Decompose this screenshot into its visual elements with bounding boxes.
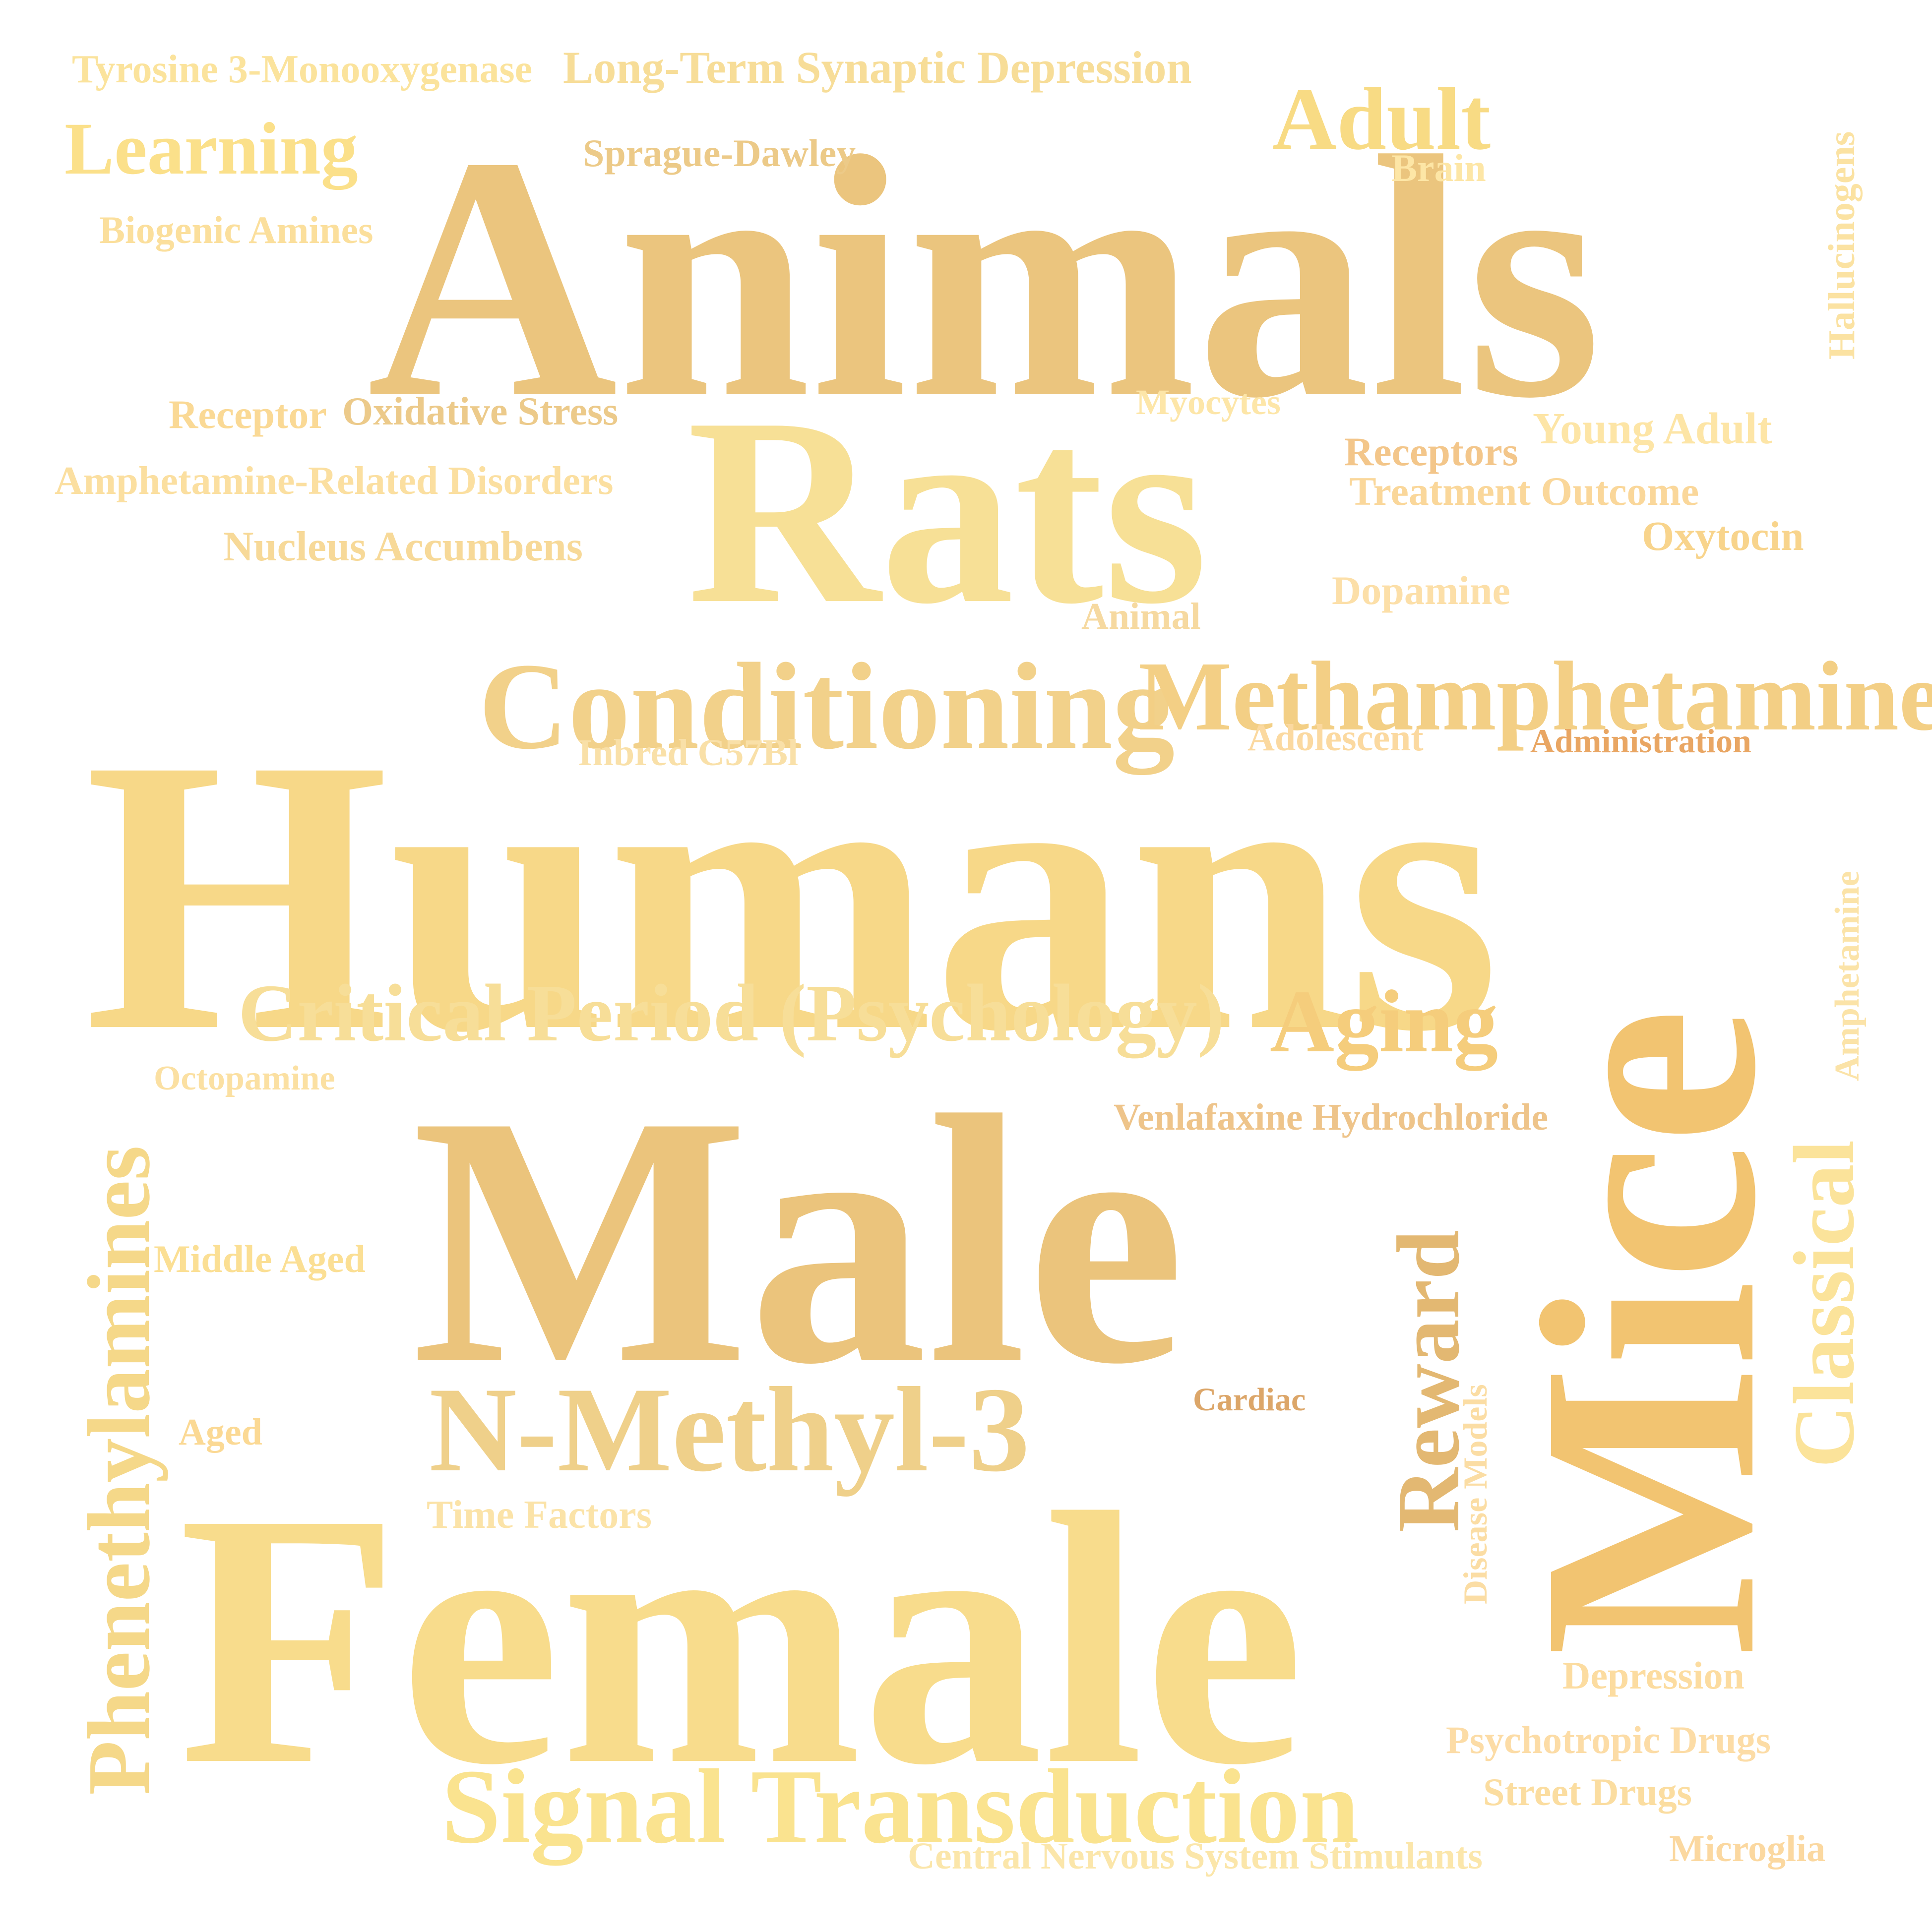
word-female: Female <box>179 1438 1305 1839</box>
word-young-adult: Young Adult <box>1533 404 1772 453</box>
word-phenethylamines: Phenethylamines <box>69 1145 168 1795</box>
word-depression: Depression <box>1562 1654 1745 1697</box>
word-oxytocin: Oxytocin <box>1642 513 1804 559</box>
word-animal: Animal <box>1081 596 1201 637</box>
word-treatment-outcome: Treatment Outcome <box>1349 469 1699 514</box>
word-animals: Animals <box>367 85 1602 470</box>
word-nucleus-accumbens: Nucleus Accumbens <box>223 523 583 570</box>
word-cardiac: Cardiac <box>1193 1382 1306 1418</box>
word-tyrosine: Tyrosine 3-Monooxygenase <box>72 48 533 91</box>
word-aged: Aged <box>179 1411 262 1453</box>
word-methamphetamine: Methamphetamine <box>1138 642 1932 751</box>
word-street-drugs: Street Drugs <box>1483 1770 1692 1813</box>
word-receptors: Receptors <box>1344 429 1518 474</box>
word-octopamine: Octopamine <box>154 1059 335 1097</box>
word-adult: Adult <box>1272 69 1491 168</box>
word-dopamine: Dopamine <box>1332 568 1510 613</box>
word-conditioning: Conditioning <box>479 638 1175 775</box>
word-myocytes: Myocytes <box>1136 382 1281 422</box>
word-signal-transduction: Signal Transduction <box>441 1747 1360 1866</box>
word-inbred-c57bl: Inbred C57Bl <box>578 732 799 774</box>
word-administration: Administration <box>1530 722 1751 760</box>
word-disease-models: Disease Models <box>1456 1384 1494 1604</box>
word-amphetamine-related: Amphetamine-Related Disorders <box>55 459 614 503</box>
word-humans: Humans <box>84 678 1500 1112</box>
word-classical: Classical <box>1776 1140 1872 1468</box>
word-microglia: Microglia <box>1669 1828 1826 1870</box>
word-biogenic-amines: Biogenic Amines <box>99 208 374 251</box>
word-n-methyl-3: N-Methyl-3 <box>429 1362 1030 1497</box>
word-rats: Rats <box>687 362 1208 659</box>
word-receptor: Receptor <box>169 392 327 437</box>
word-male: Male <box>412 1042 1185 1438</box>
word-sprague-dawley: Sprague-Dawley <box>583 131 856 175</box>
word-ltd: Long-Term Synaptic Depression <box>563 42 1192 93</box>
word-learning: Learning <box>64 108 358 190</box>
word-cns-stimulants: Central Nervous System Stimulants <box>908 1835 1483 1877</box>
word-amphetamine: Amphetamine <box>1828 871 1867 1081</box>
word-time-factors: Time Factors <box>427 1493 652 1537</box>
word-critical-period: Critical Period (Psychology) <box>238 967 1225 1058</box>
word-aging: Aging <box>1270 972 1498 1071</box>
word-hallucinogens: Hallucinogens <box>1821 131 1863 360</box>
word-middle-aged: Middle Aged <box>154 1237 366 1280</box>
word-adolescent: Adolescent <box>1247 717 1424 759</box>
word-psychotropic-drugs: Psychotropic Drugs <box>1446 1718 1771 1761</box>
word-brain: Brain <box>1391 146 1486 189</box>
word-oxidative-stress: Oxidative Stress <box>342 390 619 433</box>
word-venlafaxine: Venlafaxine Hydrochloride <box>1114 1096 1549 1138</box>
